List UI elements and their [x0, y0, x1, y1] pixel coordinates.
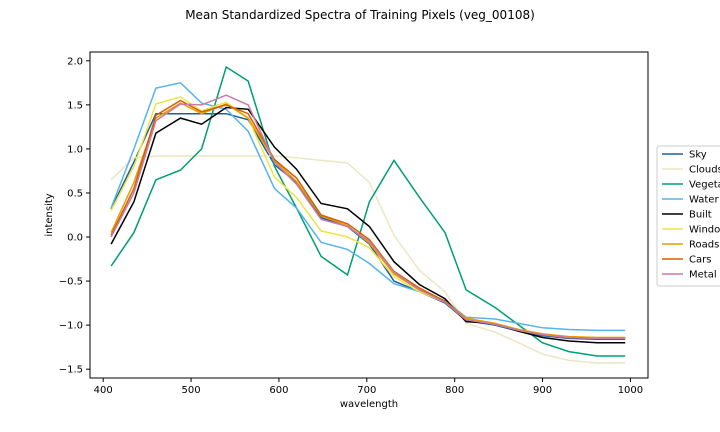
- x-axis-ticks: 400 500 600 700 800 900 1000: [94, 378, 643, 396]
- y-tick-label: −1.0: [59, 321, 83, 332]
- legend-label-built: Built: [689, 210, 712, 221]
- series-line-vegetation: [110, 65, 626, 357]
- series-line-water: [110, 81, 626, 332]
- x-tick-label: 600: [269, 385, 288, 396]
- legend-label-metal: Metal: [689, 270, 717, 281]
- plot-frame: [89, 51, 649, 379]
- legend-label-roads: Roads: [689, 240, 719, 251]
- y-tick-label: −0.5: [59, 277, 83, 288]
- x-tick-label: 400: [94, 385, 113, 396]
- series-line-built: [110, 106, 626, 344]
- x-tick-label: 500: [182, 385, 201, 396]
- y-tick-label: 0.5: [67, 188, 83, 199]
- legend: Sky Clouds Vegetation Water Built Windows Road…: [656, 145, 720, 287]
- series-line-metal: [110, 94, 626, 340]
- legend-box: [656, 145, 720, 287]
- series-line-roads: [110, 102, 626, 339]
- legend-label-cars: Cars: [689, 255, 711, 266]
- legend-label-vegetation: Vegetation: [689, 180, 720, 191]
- series-line-windows: [110, 96, 626, 339]
- series-lines: [110, 65, 626, 364]
- x-tick-label: 700: [357, 385, 376, 396]
- legend-label-windows: Windows: [689, 225, 720, 236]
- x-tick-label: 1000: [618, 385, 643, 396]
- y-tick-label: 1.5: [67, 100, 83, 111]
- series-line-clouds: [110, 155, 626, 364]
- chart-title: Mean Standardized Spectra of Training Pi…: [185, 8, 535, 22]
- x-tick-label: 800: [445, 385, 464, 396]
- y-tick-label: 1.0: [67, 144, 83, 155]
- legend-label-sky: Sky: [689, 150, 707, 161]
- y-tick-label: 2.0: [67, 56, 83, 67]
- y-tick-label: −1.5: [59, 365, 83, 376]
- x-axis-label: wavelength: [340, 399, 398, 410]
- y-axis-label: intensity: [44, 193, 55, 236]
- legend-label-clouds: Clouds: [689, 165, 720, 176]
- series-line-cars: [110, 99, 626, 340]
- x-tick-label: 900: [533, 385, 552, 396]
- y-axis-ticks: −1.5 −1.0 −0.5 0.0 0.5 1.0 1.5 2.0: [59, 56, 90, 376]
- y-tick-label: 0.0: [67, 233, 83, 244]
- legend-label-water: Water: [689, 195, 719, 206]
